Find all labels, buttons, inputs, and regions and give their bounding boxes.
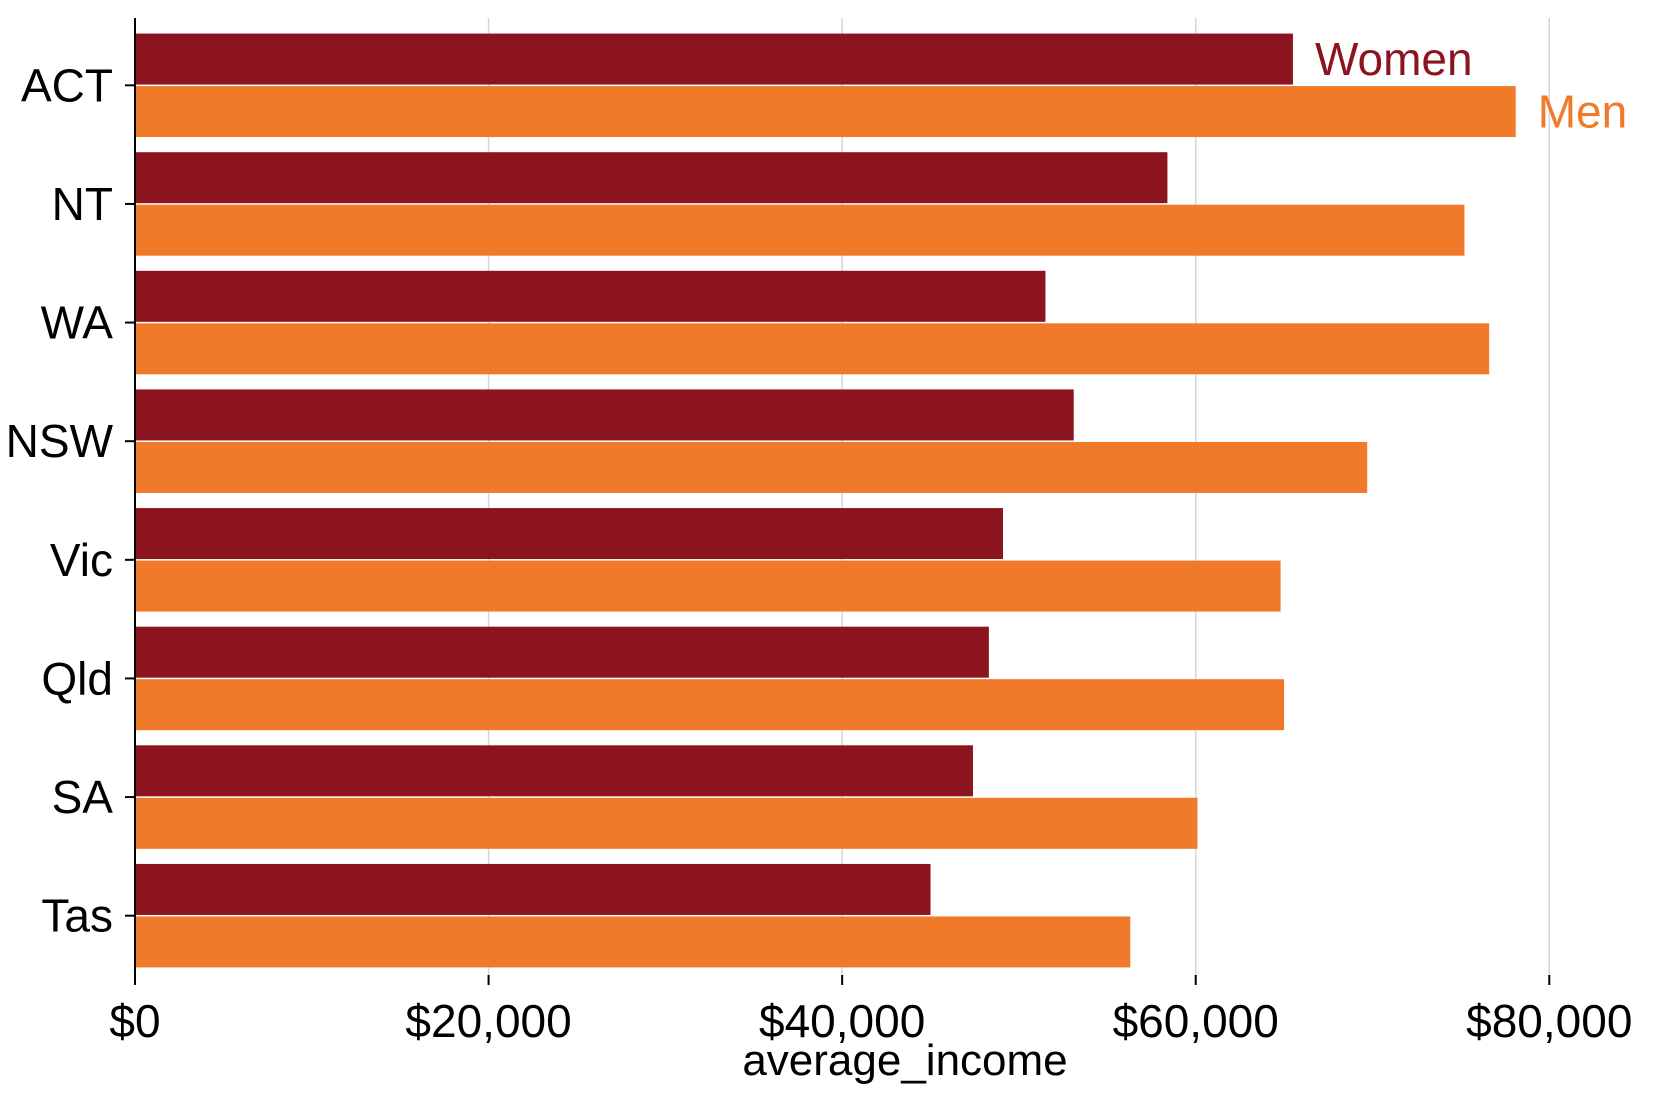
bar-women-sa bbox=[135, 745, 973, 797]
bar-women-wa bbox=[135, 270, 1046, 322]
bars bbox=[135, 33, 1516, 968]
y-tick-label: NT bbox=[52, 178, 113, 230]
y-tick-label: SA bbox=[52, 771, 114, 823]
x-tick-label: $40,000 bbox=[759, 995, 925, 1047]
bar-women-qld bbox=[135, 626, 989, 678]
bar-women-tas bbox=[135, 863, 931, 915]
bar-men-vic bbox=[135, 560, 1281, 612]
series-label-men: Men bbox=[1538, 86, 1627, 138]
bar-men-sa bbox=[135, 797, 1198, 849]
bar-men-nt bbox=[135, 204, 1465, 256]
series-labels: Women Men bbox=[1315, 33, 1627, 138]
y-tick-label: Vic bbox=[50, 534, 113, 586]
y-tick-label: ACT bbox=[21, 59, 113, 111]
bar-men-qld bbox=[135, 679, 1285, 731]
bar-women-vic bbox=[135, 508, 1004, 560]
bar-women-nsw bbox=[135, 389, 1074, 441]
bar-women-act bbox=[135, 33, 1293, 85]
y-tick-label: Tas bbox=[41, 890, 113, 942]
y-axis: ACT NT WA NSW Vic Qld SA Tas bbox=[6, 18, 136, 975]
bar-men-tas bbox=[135, 916, 1131, 968]
y-tick-label: Qld bbox=[41, 652, 113, 704]
x-tick-label: $80,000 bbox=[1466, 995, 1632, 1047]
bar-men-wa bbox=[135, 323, 1490, 375]
bar-women-nt bbox=[135, 152, 1168, 204]
x-tick-label: $20,000 bbox=[405, 995, 571, 1047]
x-tick-label: $0 bbox=[109, 995, 160, 1047]
x-axis-title: average_income bbox=[742, 1036, 1067, 1085]
x-tick-label: $60,000 bbox=[1113, 995, 1279, 1047]
y-tick-label: NSW bbox=[6, 415, 114, 467]
x-axis: $0 $20,000 $40,000 $60,000 $80,000 bbox=[109, 975, 1632, 1047]
bar-men-nsw bbox=[135, 441, 1368, 493]
y-tick-label: WA bbox=[41, 297, 114, 349]
series-label-women: Women bbox=[1315, 33, 1473, 85]
bar-men-act bbox=[135, 86, 1516, 138]
